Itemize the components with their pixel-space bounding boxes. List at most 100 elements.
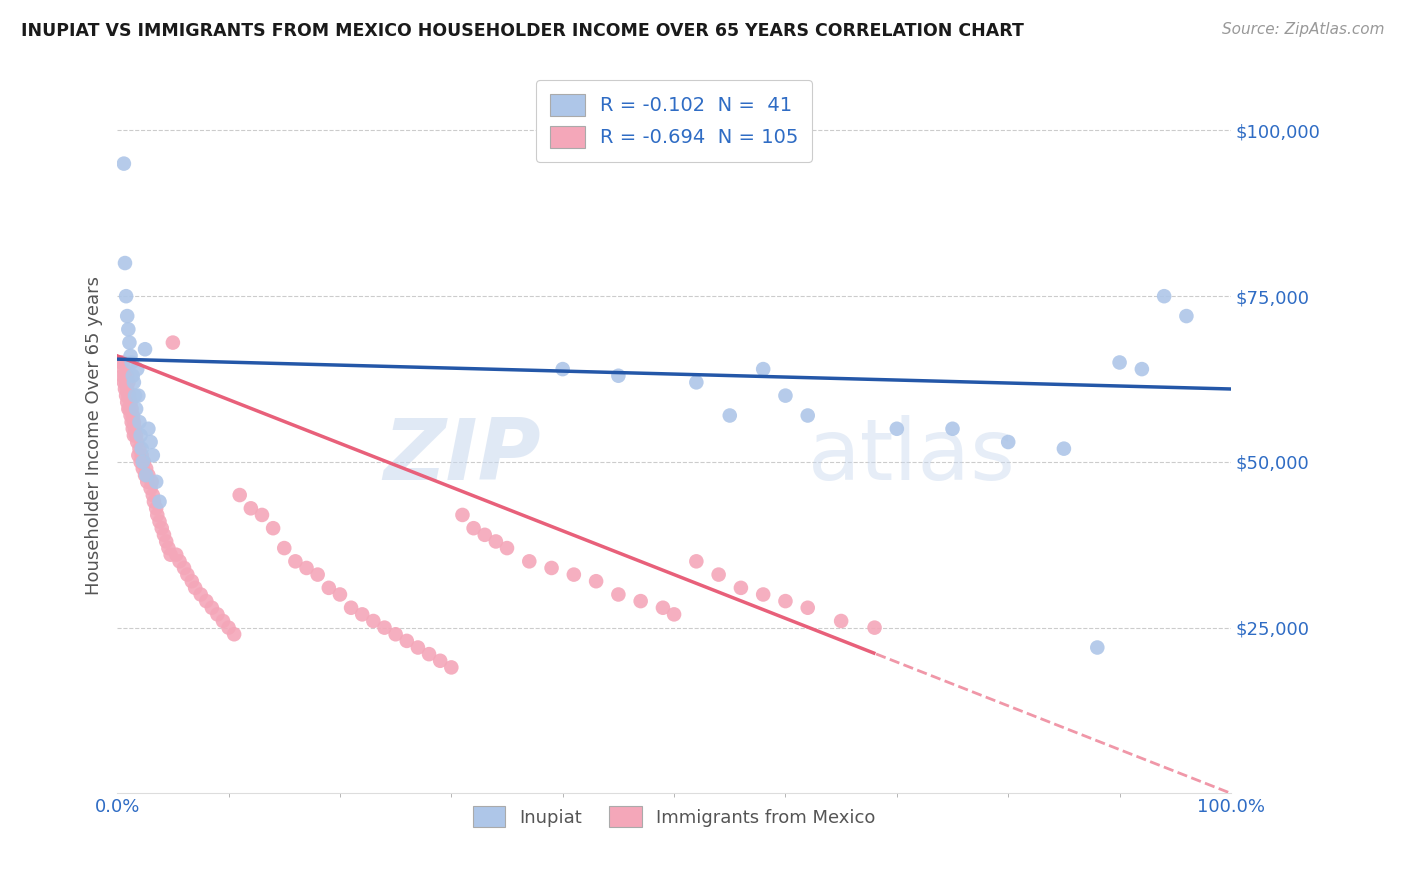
Point [250, 508, 273, 522]
Point [207, 607, 229, 622]
Point [352, 607, 374, 622]
Point [120, 395, 142, 409]
Point [132, 455, 155, 469]
Point [463, 521, 485, 535]
Point [585, 574, 607, 589]
Point [135, 461, 157, 475]
Point [169, 554, 191, 568]
Point [685, 376, 707, 390]
Point [115, 382, 138, 396]
Point [115, 376, 138, 390]
Point [474, 528, 496, 542]
Point [775, 594, 797, 608]
Point [125, 401, 148, 416]
Point [429, 654, 451, 668]
Point [1053, 442, 1076, 456]
Point [138, 468, 160, 483]
Point [363, 614, 385, 628]
Point [630, 594, 652, 608]
Text: atlas: atlas [807, 416, 1015, 499]
Point [112, 156, 135, 170]
Point [138, 422, 160, 436]
Point [662, 607, 685, 622]
Point [145, 475, 167, 489]
Point [180, 574, 202, 589]
Text: ZIP: ZIP [382, 416, 540, 499]
Point [517, 554, 540, 568]
Point [115, 309, 138, 323]
Point [796, 600, 818, 615]
Point [1108, 355, 1130, 369]
Point [730, 581, 752, 595]
Point [115, 289, 138, 303]
Point [111, 368, 134, 383]
Point [685, 554, 707, 568]
Point [540, 561, 562, 575]
Point [551, 362, 574, 376]
Point [148, 494, 170, 508]
Point [145, 501, 167, 516]
Point [373, 621, 395, 635]
Point [111, 355, 134, 369]
Point [830, 614, 852, 628]
Point [131, 442, 153, 456]
Point [127, 448, 149, 462]
Point [121, 368, 143, 383]
Point [142, 448, 165, 462]
Point [122, 376, 145, 390]
Point [112, 376, 135, 390]
Point [201, 600, 224, 615]
Point [142, 494, 165, 508]
Point [295, 561, 318, 575]
Point [451, 508, 474, 522]
Point [329, 587, 352, 601]
Point [120, 349, 142, 363]
Point [224, 627, 246, 641]
Point [707, 567, 730, 582]
Point [115, 395, 138, 409]
Point [139, 435, 162, 450]
Point [165, 548, 187, 562]
Point [150, 521, 173, 535]
Point [120, 409, 142, 423]
Point [284, 554, 307, 568]
Point [1153, 289, 1175, 303]
Point [1130, 362, 1153, 376]
Point [121, 409, 143, 423]
Point [652, 600, 675, 615]
Point [118, 389, 141, 403]
Point [176, 567, 198, 582]
Point [136, 475, 159, 489]
Point [395, 633, 418, 648]
Point [115, 368, 138, 383]
Point [117, 401, 139, 416]
Point [129, 428, 152, 442]
Point [262, 521, 284, 535]
Y-axis label: Householder Income Over 65 years: Householder Income Over 65 years [86, 276, 103, 595]
Point [117, 376, 139, 390]
Point [132, 461, 155, 475]
Point [153, 528, 176, 542]
Point [195, 594, 218, 608]
Point [159, 548, 181, 562]
Point [117, 322, 139, 336]
Legend: Inupiat, Immigrants from Mexico: Inupiat, Immigrants from Mexico [465, 799, 883, 834]
Text: Source: ZipAtlas.com: Source: ZipAtlas.com [1222, 22, 1385, 37]
Point [125, 428, 148, 442]
Point [114, 368, 136, 383]
Point [239, 501, 262, 516]
Point [121, 355, 143, 369]
Point [1175, 309, 1198, 323]
Point [212, 614, 235, 628]
Point [124, 389, 146, 403]
Point [997, 435, 1019, 450]
Point [384, 627, 406, 641]
Point [112, 362, 135, 376]
Point [941, 422, 963, 436]
Point [114, 382, 136, 396]
Point [127, 435, 149, 450]
Point [128, 415, 150, 429]
Point [122, 428, 145, 442]
Point [132, 455, 155, 469]
Point [718, 409, 741, 423]
